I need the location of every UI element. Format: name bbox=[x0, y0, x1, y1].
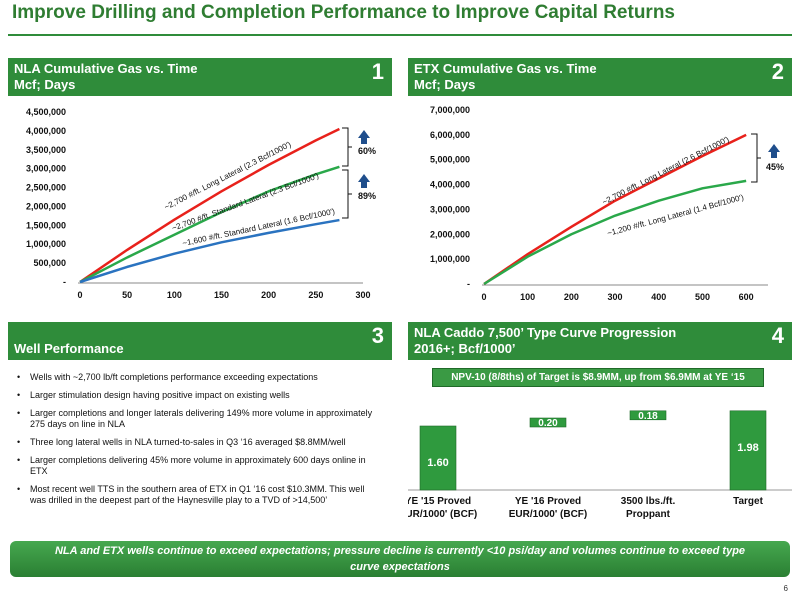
series-line bbox=[79, 127, 340, 284]
list-item: Most recent well TTS in the southern are… bbox=[16, 484, 381, 506]
series-line bbox=[483, 179, 747, 286]
panel-header-line2: Mcf; Days bbox=[14, 77, 76, 92]
panel-header-line1: NLA Cumulative Gas vs. Time bbox=[14, 61, 198, 76]
bar bbox=[529, 417, 567, 428]
y-tick-label: 7,000,000 bbox=[430, 105, 470, 115]
panel-header-etx: ETX Cumulative Gas vs. Time Mcf; Days 2 bbox=[408, 58, 792, 96]
panel-header-line2: Well Performance bbox=[14, 341, 124, 356]
category-label: Proppant bbox=[626, 509, 671, 520]
y-tick-label: 4,500,000 bbox=[26, 107, 66, 117]
y-tick-label: 3,000,000 bbox=[26, 164, 66, 174]
annotation-45pct: 45% bbox=[766, 162, 784, 172]
panel-number: 3 bbox=[371, 323, 384, 348]
series-label: ~2,700 #/ft. Long Lateral (2.3 Bcf/1000'… bbox=[163, 140, 293, 212]
panel-header-type-curve: NLA Caddo 7,500’ Type Curve Progression … bbox=[408, 322, 792, 360]
panel-header-line2: Mcf; Days bbox=[414, 77, 476, 92]
well-performance-list: Wells with ~2,700 lb/ft completions perf… bbox=[16, 372, 381, 513]
panel-header-well-performance: Well Performance 3 bbox=[8, 322, 392, 360]
y-tick-label: 3,000,000 bbox=[430, 204, 470, 214]
y-tick-label: 2,000,000 bbox=[26, 201, 66, 211]
panel-header-nla: NLA Cumulative Gas vs. Time Mcf; Days 1 bbox=[8, 58, 392, 96]
panel-header-line1: ETX Cumulative Gas vs. Time bbox=[414, 61, 597, 76]
category-label: EUR/1000' (BCF) bbox=[408, 509, 477, 520]
bar-value-label: 0.18 bbox=[638, 411, 658, 422]
up-arrow-icon bbox=[768, 144, 780, 158]
category-label: YE '16 Proved bbox=[515, 496, 581, 507]
panel-number: 4 bbox=[771, 323, 784, 348]
panel-number: 2 bbox=[771, 59, 784, 84]
bar-value-label: 0.20 bbox=[538, 418, 558, 429]
bar bbox=[419, 425, 457, 491]
x-tick-label: 50 bbox=[122, 290, 132, 300]
y-tick-label: 5,000,000 bbox=[430, 155, 470, 165]
y-tick-label: 1,500,000 bbox=[26, 220, 66, 230]
bracket-45pct bbox=[751, 133, 761, 183]
y-tick-label: 2,000,000 bbox=[430, 229, 470, 239]
etx-cumulative-gas-chart: - 1,000,000 2,000,000 3,000,000 4,000,000 5,0… bbox=[430, 105, 784, 302]
series-label: ~2,700 #/ft. Long Lateral (2.6 Bcf/1000'… bbox=[601, 135, 731, 207]
up-arrow-icon bbox=[358, 130, 370, 144]
annotation-89pct: 89% bbox=[358, 191, 376, 201]
list-item: Wells with ~2,700 lb/ft completions perf… bbox=[16, 372, 381, 383]
series-line bbox=[79, 218, 340, 284]
nla-cumulative-gas-chart: - 500,000 1,000,000 1,500,000 2,000,000 2,500… bbox=[26, 107, 376, 300]
y-tick-label: - bbox=[63, 277, 66, 287]
y-tick-label: 1,000,000 bbox=[26, 239, 66, 249]
list-item: Larger completions and longer laterals d… bbox=[16, 408, 381, 430]
series-label: ~1,200 #/ft. Long Lateral (1.4 Bcf/1000'… bbox=[606, 193, 745, 238]
type-curve-waterfall-chart: 1.60 YE '15 Proved EUR/1000' (BCF) 0.20 YE '… bbox=[408, 410, 792, 520]
category-label: YE '15 Proved bbox=[408, 496, 471, 507]
panel-header-line2: 2016+; Bcf/1000’ bbox=[414, 341, 516, 356]
bracket-89pct bbox=[342, 169, 352, 219]
y-tick-label: 1,000,000 bbox=[430, 254, 470, 264]
bar bbox=[729, 410, 767, 491]
list-item: Three long lateral wells in NLA turned-t… bbox=[16, 437, 381, 448]
x-tick-label: 100 bbox=[520, 292, 535, 302]
x-tick-label: 600 bbox=[739, 292, 754, 302]
y-tick-label: - bbox=[467, 279, 470, 289]
bar bbox=[629, 410, 667, 421]
page-number: 6 bbox=[783, 584, 788, 593]
x-tick-label: 0 bbox=[77, 290, 82, 300]
y-tick-label: 3,500,000 bbox=[26, 145, 66, 155]
x-tick-label: 0 bbox=[481, 292, 486, 302]
x-tick-label: 300 bbox=[608, 292, 623, 302]
y-tick-label: 500,000 bbox=[33, 258, 66, 268]
bracket-60pct bbox=[342, 127, 352, 167]
panel-header-line1: NLA Caddo 7,500’ Type Curve Progression bbox=[414, 325, 677, 340]
x-tick-label: 250 bbox=[308, 290, 323, 300]
y-tick-label: 4,000,000 bbox=[26, 126, 66, 136]
x-tick-label: 500 bbox=[695, 292, 710, 302]
bar-value-label: 1.98 bbox=[737, 442, 758, 454]
x-tick-label: 200 bbox=[261, 290, 276, 300]
page-title: Improve Drilling and Completion Performa… bbox=[12, 2, 675, 23]
category-label: 3500 lbs./ft. bbox=[621, 496, 676, 507]
summary-banner: NLA and ETX wells continue to exceed exp… bbox=[10, 541, 790, 577]
x-tick-label: 100 bbox=[167, 290, 182, 300]
up-arrow-icon bbox=[358, 174, 370, 188]
series-line bbox=[483, 133, 747, 286]
panel-number: 1 bbox=[371, 59, 384, 84]
list-item: Larger completions delivering 45% more v… bbox=[16, 455, 381, 477]
y-tick-label: 4,000,000 bbox=[430, 180, 470, 190]
category-label: Target bbox=[733, 496, 763, 507]
annotation-60pct: 60% bbox=[358, 146, 376, 156]
series-line bbox=[79, 165, 340, 284]
y-tick-label: 6,000,000 bbox=[430, 130, 470, 140]
x-tick-label: 300 bbox=[355, 290, 370, 300]
y-tick-label: 2,500,000 bbox=[26, 183, 66, 193]
title-rule bbox=[8, 34, 792, 36]
x-tick-label: 400 bbox=[651, 292, 666, 302]
category-label: EUR/1000' (BCF) bbox=[509, 509, 588, 520]
x-tick-label: 150 bbox=[214, 290, 229, 300]
bar-value-label: 1.60 bbox=[427, 457, 448, 469]
npv-callout: NPV-10 (8/8ths) of Target is $8.9MM, up … bbox=[432, 368, 764, 387]
x-tick-label: 200 bbox=[564, 292, 579, 302]
list-item: Larger stimulation design having positiv… bbox=[16, 390, 381, 401]
